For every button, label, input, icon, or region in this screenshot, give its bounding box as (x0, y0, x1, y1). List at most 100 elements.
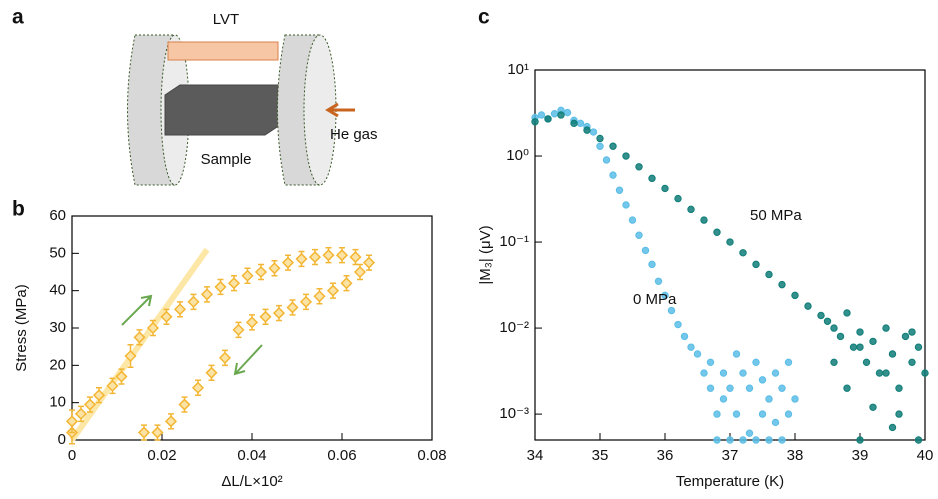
point (615, 186, 624, 194)
point (531, 118, 539, 126)
point (335, 249, 349, 262)
point (901, 332, 910, 341)
point (791, 291, 799, 300)
lvt (167, 41, 279, 61)
point (758, 376, 767, 384)
arrow (121, 294, 153, 326)
point (778, 384, 786, 392)
point (908, 328, 916, 336)
point (719, 369, 728, 377)
point (557, 111, 565, 119)
point (596, 134, 604, 143)
x-axis-label: Temperature (K) (676, 473, 784, 490)
point (353, 265, 367, 279)
point (340, 277, 353, 290)
point (869, 337, 877, 346)
point (286, 301, 299, 314)
x-tick-label: 0.02 (147, 447, 176, 464)
point (227, 277, 241, 290)
point (576, 119, 585, 128)
point (680, 332, 689, 341)
point (137, 426, 151, 439)
point (191, 381, 205, 394)
point (706, 384, 715, 392)
point (674, 194, 682, 203)
point (888, 423, 897, 432)
point (151, 426, 164, 439)
point (272, 307, 286, 320)
point (726, 238, 734, 246)
x-tick-label: 0 (68, 447, 76, 464)
point (791, 395, 799, 403)
point (661, 291, 669, 300)
point (804, 302, 812, 310)
point (133, 331, 146, 344)
point (160, 310, 173, 323)
point (914, 436, 923, 444)
point (732, 350, 741, 358)
x-tick-label: 35 (592, 447, 609, 464)
point (326, 284, 340, 297)
point (544, 115, 552, 123)
y-tick-label: 10¹ (507, 61, 529, 78)
point (700, 216, 708, 224)
point (817, 311, 825, 320)
point (843, 384, 851, 392)
point (563, 108, 572, 117)
point (765, 270, 773, 279)
x-tick-label: 36 (657, 447, 674, 464)
point (187, 295, 200, 308)
point (173, 303, 187, 316)
point (268, 262, 281, 275)
panel-label: b (12, 198, 25, 221)
point (752, 436, 760, 444)
point (654, 277, 663, 285)
x-tick-label: 40 (917, 447, 934, 464)
point (895, 410, 903, 418)
point (823, 317, 832, 325)
point (164, 415, 178, 428)
point (281, 256, 295, 269)
point (869, 403, 877, 411)
point (752, 358, 760, 367)
panel-label: a (12, 6, 24, 29)
plot-frame (534, 69, 926, 441)
point (856, 328, 864, 336)
point (778, 280, 786, 289)
arrow (233, 344, 263, 376)
point (74, 407, 88, 420)
point (836, 332, 845, 341)
y-tick-label: 10⁻³ (499, 405, 529, 422)
point (771, 369, 780, 377)
point (778, 436, 786, 444)
point (875, 369, 884, 377)
point (849, 343, 858, 351)
diagram: LVT Sample He gas (127, 11, 378, 186)
point (674, 320, 682, 329)
x-tick-label: 37 (722, 447, 739, 464)
point (308, 251, 322, 264)
point (700, 369, 708, 377)
point (726, 436, 734, 444)
point (65, 415, 79, 428)
point (914, 343, 923, 351)
point (713, 410, 721, 418)
point (882, 324, 890, 332)
point (758, 410, 767, 418)
y-tick-label: 20 (49, 356, 66, 373)
point (200, 288, 214, 301)
point (299, 295, 313, 308)
point (667, 306, 676, 315)
y-tick-label: 10⁻¹ (499, 233, 529, 250)
point (178, 398, 191, 411)
point (570, 119, 578, 128)
y-tick-label: 50 (49, 244, 66, 261)
point (908, 358, 916, 367)
x-tick-label: 38 (787, 447, 804, 464)
point (784, 410, 793, 418)
point (313, 290, 326, 303)
point (146, 321, 160, 335)
x-tick-label: 0.04 (237, 447, 266, 464)
series-label: 0 MPa (633, 291, 677, 308)
point (628, 216, 637, 224)
